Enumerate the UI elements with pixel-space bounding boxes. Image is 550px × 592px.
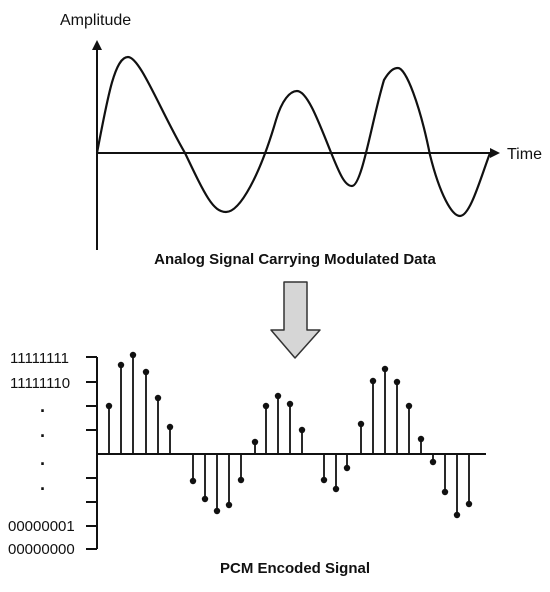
amplitude-axis-label: Amplitude: [60, 12, 131, 29]
pcm-sample-dot: [393, 378, 401, 386]
pcm-sample-dot: [262, 402, 270, 410]
pcm-sample-dot: [320, 476, 328, 484]
level-ellipsis-4: ·: [40, 479, 46, 499]
pcm-sample-dot: [429, 458, 437, 466]
level-label-top: 11111111: [10, 350, 69, 367]
pcm-caption: PCM Encoded Signal: [220, 560, 370, 577]
pcm-sample-dot: [298, 426, 306, 434]
pcm-sample-dot: [453, 511, 461, 519]
analog-caption: Analog Signal Carrying Modulated Data: [154, 251, 436, 268]
pcm-sample-dot: [251, 438, 259, 446]
pcm-sample-dot: [405, 402, 413, 410]
pcm-ticks: [86, 356, 97, 550]
level-ellipsis-3: ·: [40, 454, 46, 474]
analog-waveform: [95, 55, 492, 218]
pcm-sample-dot: [274, 392, 282, 400]
pcm-sample-dot: [129, 351, 137, 359]
pcm-sample-dot: [225, 501, 233, 509]
pcm-sample-dot: [417, 435, 425, 443]
pcm-sample-dot: [237, 476, 245, 484]
down-arrow-icon: [270, 281, 321, 359]
pcm-sample-dot: [286, 400, 294, 408]
pcm-graph: 11111111 11111110 · · · · 00000001 00000…: [8, 350, 486, 577]
level-ellipsis-2: ·: [40, 426, 46, 446]
pcm-sample-dot: [465, 500, 473, 508]
pcm-sample-dot: [357, 420, 365, 428]
pcm-sample-dot: [105, 402, 113, 410]
pcm-sample-dot: [381, 365, 389, 373]
pcm-sample-dot: [369, 377, 377, 385]
pcm-sample-dot: [343, 464, 351, 472]
pcm-sample-dot: [213, 507, 221, 515]
pcm-sample-dot: [142, 368, 150, 376]
pcm-sample-dot: [154, 394, 162, 402]
level-label-lowest: 00000000: [8, 541, 75, 558]
pcm-sample-dot: [201, 495, 209, 503]
level-label-second: 11111110: [10, 375, 70, 392]
pcm-sample-dot: [117, 361, 125, 369]
pcm-sample-dot: [189, 477, 197, 485]
pcm-sample-dot: [166, 423, 174, 431]
analog-graph: Amplitude Time Analog Signal Carrying Mo…: [60, 12, 542, 268]
level-ellipsis-1: ·: [40, 401, 46, 421]
level-label-second-lowest: 00000001: [8, 518, 75, 535]
time-axis-label: Time: [507, 146, 542, 163]
pcm-sample-dot: [441, 488, 449, 496]
pcm-samples: [105, 351, 473, 519]
pcm-sample-dot: [332, 485, 340, 493]
